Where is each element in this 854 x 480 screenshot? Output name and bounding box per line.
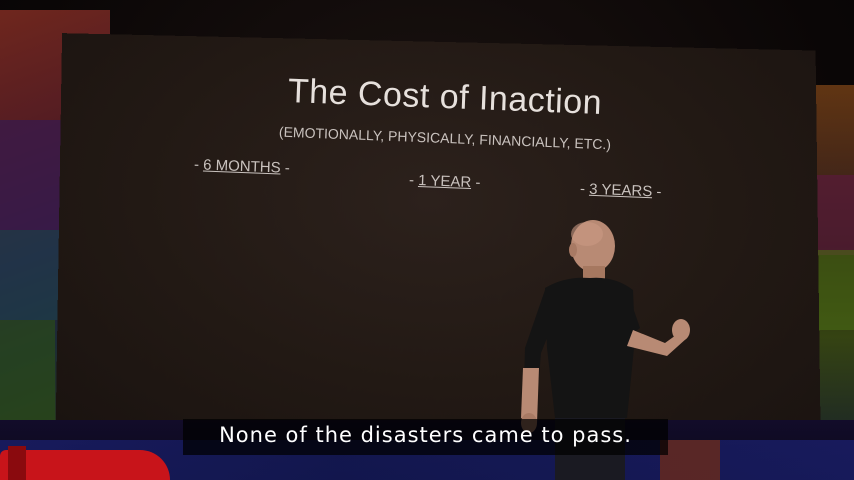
left-backdrop-shape	[0, 320, 55, 420]
stage-red-accent	[8, 446, 26, 480]
left-backdrop-shape	[0, 230, 60, 320]
timeframe-label: 1 YEAR	[418, 172, 472, 191]
timeframe-label: 3 YEARS	[589, 181, 653, 200]
slide-timeframe: - 1 YEAR -	[409, 172, 481, 192]
caption-text: None of the disasters came to pass.	[183, 423, 668, 447]
slide-timeframe: - 3 YEARS -	[580, 180, 662, 200]
timeframe-label: 6 MONTHS	[203, 157, 281, 177]
slide-timeframe: - 6 MONTHS -	[194, 156, 290, 177]
